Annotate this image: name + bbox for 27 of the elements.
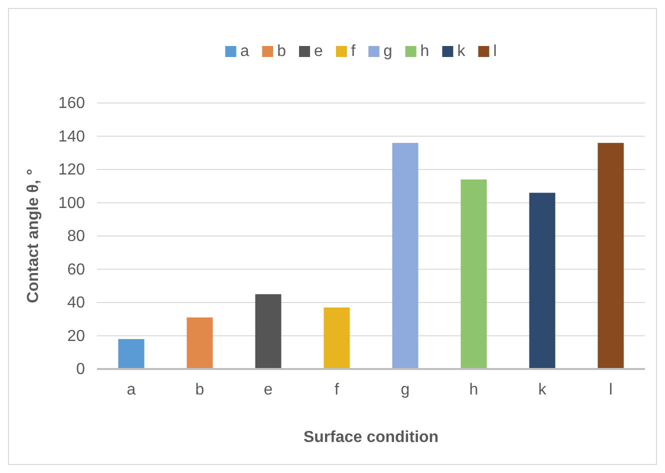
y-tick-label: 20 xyxy=(67,328,86,345)
x-tick-label: g xyxy=(400,381,410,398)
y-tick-label: 160 xyxy=(58,95,86,112)
legend-label: e xyxy=(314,43,324,60)
legend-label: f xyxy=(350,43,356,60)
legend-label: l xyxy=(493,43,497,60)
y-axis-title: Contact angle θ, ° xyxy=(25,168,42,304)
y-tick-label: 0 xyxy=(76,361,86,378)
y-tick-label: 80 xyxy=(67,228,86,246)
x-axis-title: Surface condition xyxy=(303,429,439,446)
y-tick-label: 100 xyxy=(58,194,86,212)
y-tick-label: 140 xyxy=(58,128,86,146)
legend-label: g xyxy=(383,43,392,60)
y-tick-label: 40 xyxy=(67,294,86,312)
x-tick-label: f xyxy=(334,381,340,398)
x-tick-label: h xyxy=(469,381,478,398)
x-tick-label: e xyxy=(264,381,273,398)
y-tick-label: 120 xyxy=(58,162,86,179)
x-tick-label: b xyxy=(195,381,204,398)
y-tick-label: 60 xyxy=(67,261,86,278)
legend-label: h xyxy=(420,43,430,60)
x-tick-label: k xyxy=(538,381,548,398)
legend-label: b xyxy=(277,43,286,60)
legend-label: k xyxy=(457,43,466,60)
x-tick-label: a xyxy=(126,381,136,398)
legend-label: a xyxy=(240,43,250,60)
x-tick-label: l xyxy=(608,381,613,398)
